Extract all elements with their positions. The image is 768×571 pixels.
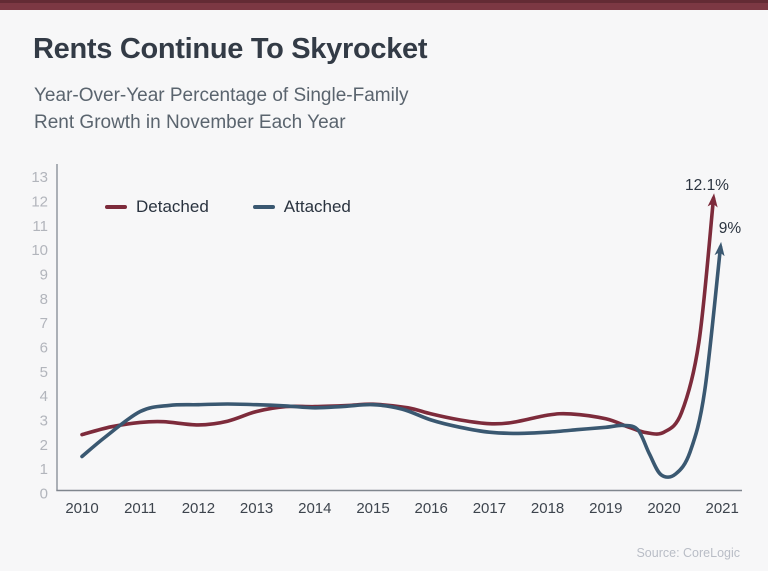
page-subtitle-line1: Year-Over-Year Percentage of Single-Fami…: [34, 85, 409, 106]
x-tick-label: 2011: [124, 500, 156, 517]
y-tick-label: 8: [40, 291, 48, 308]
x-axis-labels: 2010 2011 2012 2013 2014 2015 2016 2017 2018 2019…: [65, 500, 739, 517]
page-title: Rents Continue To Skyrocket: [33, 33, 428, 65]
legend-item-attached: Attached: [252, 197, 351, 217]
y-tick-label: 13: [31, 169, 48, 186]
y-tick-label: 1: [40, 461, 48, 478]
x-tick-label: 2015: [356, 500, 389, 517]
y-tick-label: 5: [40, 364, 48, 381]
y-tick-label: 10: [31, 242, 48, 259]
x-tick-label: 2016: [415, 500, 448, 517]
series-line-attached: [80, 241, 725, 479]
chart-legend: Detached Attached: [105, 197, 351, 217]
x-tick-label: 2017: [473, 500, 506, 517]
x-tick-label: 2012: [182, 500, 215, 517]
legend-label-attached: Attached: [283, 197, 351, 216]
series-lines: [80, 193, 725, 479]
annotation-detached: 12.1%: [685, 177, 729, 194]
legend-swatch-detached: [105, 205, 127, 209]
source-note: Source: CoreLogic: [636, 546, 740, 560]
series-line-detached: [80, 193, 718, 437]
x-tick-label: 2021: [706, 500, 739, 517]
legend-swatch-attached: [252, 205, 275, 209]
top-accent-bar: [0, 0, 768, 10]
annotation-attached: 9%: [719, 220, 742, 237]
page-subtitle: Year-Over-Year Percentage of Single-Fami…: [34, 82, 409, 136]
x-tick-label: 2010: [65, 500, 98, 517]
y-tick-label: 3: [40, 413, 48, 430]
y-tick-label: 9: [40, 267, 48, 284]
y-tick-label: 12: [31, 194, 48, 211]
y-tick-label: 11: [32, 218, 48, 235]
y-tick-label: 2: [40, 437, 48, 454]
y-tick-label: 7: [40, 315, 48, 332]
x-tick-label: 2014: [298, 500, 331, 517]
legend-label-detached: Detached: [136, 197, 209, 216]
x-tick-label: 2018: [531, 500, 564, 517]
page-subtitle-line2: Rent Growth in November Each Year: [34, 112, 346, 133]
x-tick-label: 2019: [589, 500, 622, 517]
x-tick-label: 2013: [240, 500, 273, 517]
legend-item-detached: Detached: [105, 197, 209, 217]
y-tick-label: 0: [40, 486, 48, 503]
x-tick-label: 2020: [647, 500, 680, 517]
y-tick-label: 4: [40, 388, 48, 405]
y-tick-label: 6: [40, 340, 48, 357]
